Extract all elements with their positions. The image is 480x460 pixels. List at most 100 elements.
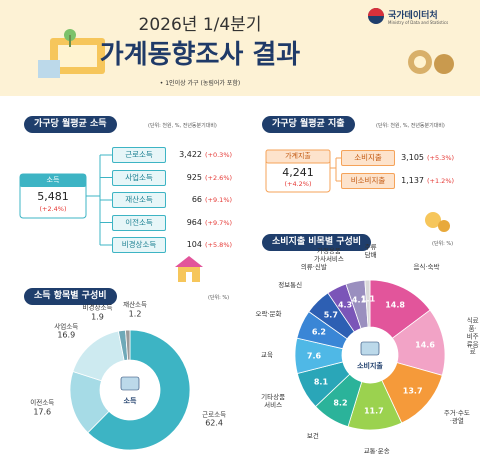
income-item-change: (+2.6%) bbox=[205, 173, 233, 182]
category-name: 주거·수도 ·광열 bbox=[443, 409, 470, 425]
category-label: 오락·문화 bbox=[256, 311, 282, 319]
value-label: 7.6 bbox=[306, 351, 322, 361]
value-label: 6.2 bbox=[311, 327, 326, 337]
expenditure-item-value: 3,105 bbox=[401, 153, 424, 162]
value-label: 17.6 bbox=[33, 407, 52, 417]
category-name: 비경상소득 bbox=[82, 303, 113, 312]
value-label: 1.2 bbox=[128, 309, 142, 319]
category-name: 음식·숙박 bbox=[413, 263, 440, 272]
category-name: 이전소득 bbox=[30, 398, 55, 407]
income-item-change: (+5.8%) bbox=[205, 241, 233, 249]
category-name: 오락·문화 bbox=[255, 310, 282, 319]
income-item-label: 재산소득 bbox=[112, 192, 166, 208]
expenditure-item-change: (+1.2%) bbox=[427, 177, 455, 185]
value-label: 13.7 bbox=[402, 386, 423, 396]
income-item-label: 사업소득 bbox=[112, 169, 166, 186]
income-item-value: 3,422 bbox=[179, 150, 202, 159]
category-name: 의류·신발 bbox=[300, 263, 327, 272]
income-item-change: (+0.3%) bbox=[205, 151, 233, 159]
value-label: 1.1 bbox=[360, 294, 376, 304]
chart-1-unit: (단위: %) bbox=[432, 241, 454, 247]
category-name: 가정용품 가사서비스 bbox=[313, 247, 344, 263]
category-name: 근로소득 bbox=[202, 409, 227, 418]
value-label: 1.9 bbox=[91, 311, 104, 321]
value-label: 14.6 bbox=[415, 340, 435, 350]
charts bbox=[69, 279, 446, 451]
logo bbox=[368, 8, 384, 24]
category-label: 이전소득 17.6 bbox=[30, 398, 55, 417]
income-item-label: 비경상소득 bbox=[112, 237, 166, 253]
expenditure-total-value: 4,241 bbox=[282, 166, 314, 179]
expenditure-item-label: 소비지출 bbox=[341, 150, 395, 166]
value-label: 11.7 bbox=[363, 406, 384, 416]
category-name: 교육 bbox=[261, 351, 273, 360]
expenditure-connectors bbox=[330, 157, 341, 182]
center-icon bbox=[360, 341, 380, 356]
value-label: 16.9 bbox=[57, 330, 76, 340]
center-label: 소득 bbox=[123, 397, 137, 405]
category-label: 식료품· 비주류음료 bbox=[465, 316, 480, 357]
value-label: 14.8 bbox=[385, 300, 405, 310]
category-name: 보건 bbox=[306, 432, 319, 441]
value-label: 8.1 bbox=[313, 377, 329, 387]
category-label: 기타상품 서비스 bbox=[261, 393, 286, 410]
agency: 국가데이터처 bbox=[388, 11, 438, 21]
category-name: 재산소득 bbox=[123, 300, 148, 309]
value-label: 4.3 bbox=[337, 300, 353, 310]
income-total-value: 5,481 bbox=[37, 190, 69, 203]
income-item-value: 104 bbox=[186, 240, 202, 249]
income-total-label: 소득 bbox=[46, 176, 60, 184]
income-total-change: (+2.4%) bbox=[39, 205, 67, 213]
income-item-label: 이전소득 bbox=[112, 214, 166, 231]
category-label: 주류 담배 bbox=[364, 243, 377, 260]
category-label: 근로소득 62.4 bbox=[202, 409, 227, 428]
income-connectors bbox=[86, 154, 112, 246]
coin-icon bbox=[425, 212, 450, 232]
category-label: 음식·숙박 bbox=[413, 264, 439, 272]
category-label: 교통·운송 bbox=[363, 446, 390, 456]
income-title: 가구당 월평균 소득 bbox=[24, 116, 117, 133]
category-name: 교통·운송 bbox=[363, 446, 390, 455]
expenditure-item-value: 1,137 bbox=[401, 176, 424, 185]
expenditure-total-label: 가계지출 bbox=[285, 152, 311, 160]
category-name: 정보통신 bbox=[278, 280, 303, 289]
main-title: 가계동향조사 결과 bbox=[99, 40, 301, 70]
note: • 1인이상 가구 (농림어가 포함) bbox=[159, 80, 241, 87]
category-name: 식료품· 비주류음료 bbox=[466, 316, 479, 356]
value-label: 4.1 bbox=[351, 295, 367, 305]
expenditure-total-change: (+4.2%) bbox=[284, 180, 312, 188]
income-item-value: 66 bbox=[191, 195, 202, 204]
category-name: 기타상품 서비스 bbox=[261, 393, 286, 409]
expenditure-item-change: (+5.3%) bbox=[427, 154, 455, 162]
category-name: 주류 담배 bbox=[364, 243, 377, 260]
income-item-label: 근로소득 bbox=[112, 147, 166, 163]
value-label: 62.4 bbox=[205, 418, 223, 428]
chart-0-title: 소득 항목별 구성비 bbox=[24, 288, 117, 305]
period: 2026년 1/4분기 bbox=[138, 15, 262, 35]
category-label: 정보통신 bbox=[278, 280, 303, 290]
expenditure-total-head bbox=[265, 149, 331, 164]
category-label: 비경상소득 1.9 bbox=[82, 303, 113, 321]
category-label: 교육 bbox=[261, 351, 273, 360]
center-label: 소비지출 bbox=[357, 362, 383, 370]
income-item-change: (+9.7%) bbox=[205, 218, 233, 227]
expenditure-unit: (단위: 천원, %, 전년동분기대비) bbox=[376, 123, 445, 129]
category-name: 사업소득 bbox=[54, 321, 79, 330]
income-item-change: (+9.1%) bbox=[205, 196, 233, 204]
chart-1-title: 소비지출 비목별 구성비 bbox=[262, 234, 372, 251]
income-total-head bbox=[20, 174, 86, 187]
category-label: 보건 bbox=[306, 432, 319, 442]
income-item-value: 925 bbox=[186, 172, 202, 182]
header-illustration bbox=[38, 29, 454, 78]
category-label: 주거·수도 ·광열 bbox=[443, 409, 470, 426]
expenditure-item-label: 비소비지출 bbox=[341, 173, 395, 189]
income-unit: (단위: 천원, %, 전년동분기대비) bbox=[148, 123, 217, 129]
category-label: 재산소득 1.2 bbox=[123, 300, 148, 319]
center-icon bbox=[120, 376, 140, 391]
category-label: 의류·신발 bbox=[300, 263, 327, 272]
category-label: 사업소득 16.9 bbox=[54, 321, 79, 340]
agency-en: Ministry of Data and Statistics bbox=[388, 20, 449, 25]
category-label: 가정용품 가사서비스 bbox=[313, 247, 344, 264]
